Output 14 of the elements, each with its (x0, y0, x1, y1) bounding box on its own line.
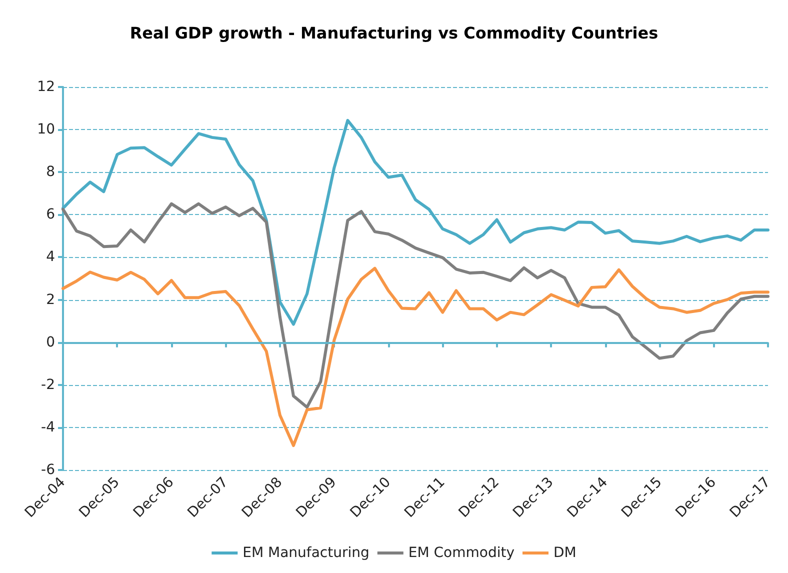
y-tick-label: 10 (37, 122, 55, 138)
y-tick-label: 4 (46, 249, 56, 266)
legend-label: DM (554, 545, 576, 561)
y-tick-label: 0 (46, 334, 55, 350)
y-tick-label: -2 (41, 376, 55, 393)
y-tick-label: -4 (41, 419, 56, 436)
y-tick-label: 12 (37, 79, 55, 95)
legend-label: EM Manufacturing (242, 545, 370, 561)
y-tick-label: 8 (46, 164, 55, 180)
chart-title: Real GDP growth - Manufacturing vs Commodity Countries (130, 24, 658, 42)
legend-label: EM Commodity (408, 545, 514, 561)
y-tick-label: -6 (41, 462, 56, 478)
y-tick-label: 6 (46, 206, 56, 223)
y-tick-label: 2 (46, 292, 55, 308)
